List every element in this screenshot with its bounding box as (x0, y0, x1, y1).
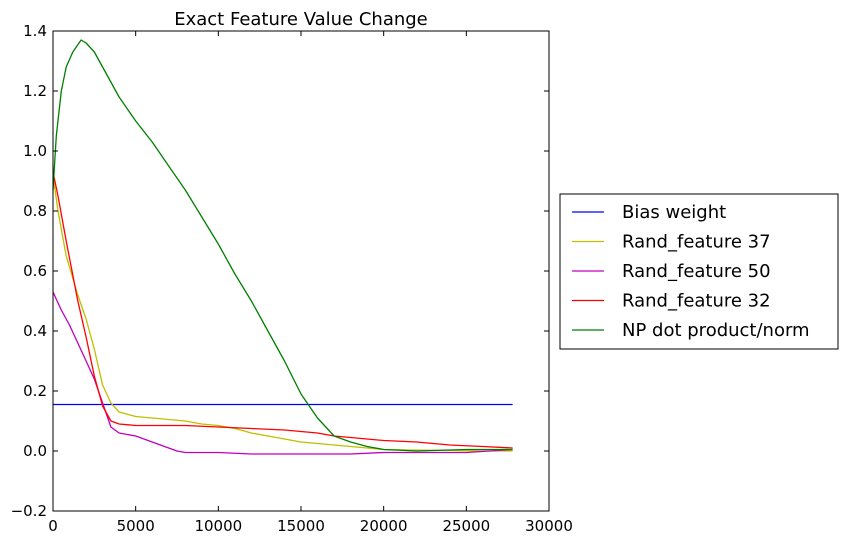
y-tick-label: 1.4 (23, 22, 47, 40)
x-tick-label: 5000 (117, 517, 155, 535)
series-layer (52, 39, 513, 455)
x-tick-label: 25000 (442, 517, 490, 535)
y-tick-label: 1.0 (23, 142, 47, 160)
legend-box (559, 193, 839, 350)
y-tick-label: 0.6 (23, 262, 47, 280)
y-tick-label: 0.2 (23, 382, 47, 400)
series-line-2 (52, 174, 513, 452)
x-tick-label: 0 (48, 517, 58, 535)
y-tick-label: −0.2 (11, 502, 47, 520)
legend-label-1: Bias weight (622, 202, 726, 223)
legend-label-5: NP dot product/norm (622, 320, 810, 341)
x-tick-label: 15000 (277, 517, 325, 535)
x-tick-label: 30000 (525, 517, 573, 535)
series-line-4 (52, 171, 513, 449)
y-tick-label: 0.0 (23, 442, 47, 460)
x-tick-label: 10000 (194, 517, 242, 535)
x-tick-label: 20000 (360, 517, 408, 535)
legend-label-2: Rand_feature 37 (622, 232, 771, 253)
chart-title: Exact Feature Value Change (174, 9, 428, 30)
ticks-layer: 0 5000 10000 15000 20000 25000 30000 −0.2 0.0 0.2… (11, 22, 573, 535)
legend: Bias weight Rand_feature 37 Rand_feature 5… (559, 193, 839, 350)
legend-label-3: Rand_feature 50 (622, 261, 771, 282)
y-tick-label: 0.8 (23, 202, 47, 220)
series-line-5 (52, 39, 513, 452)
series-line-3 (52, 291, 513, 455)
y-tick-label: 1.2 (23, 82, 47, 100)
legend-label-4: Rand_feature 32 (622, 291, 771, 312)
y-tick-label: 0.4 (23, 322, 47, 340)
